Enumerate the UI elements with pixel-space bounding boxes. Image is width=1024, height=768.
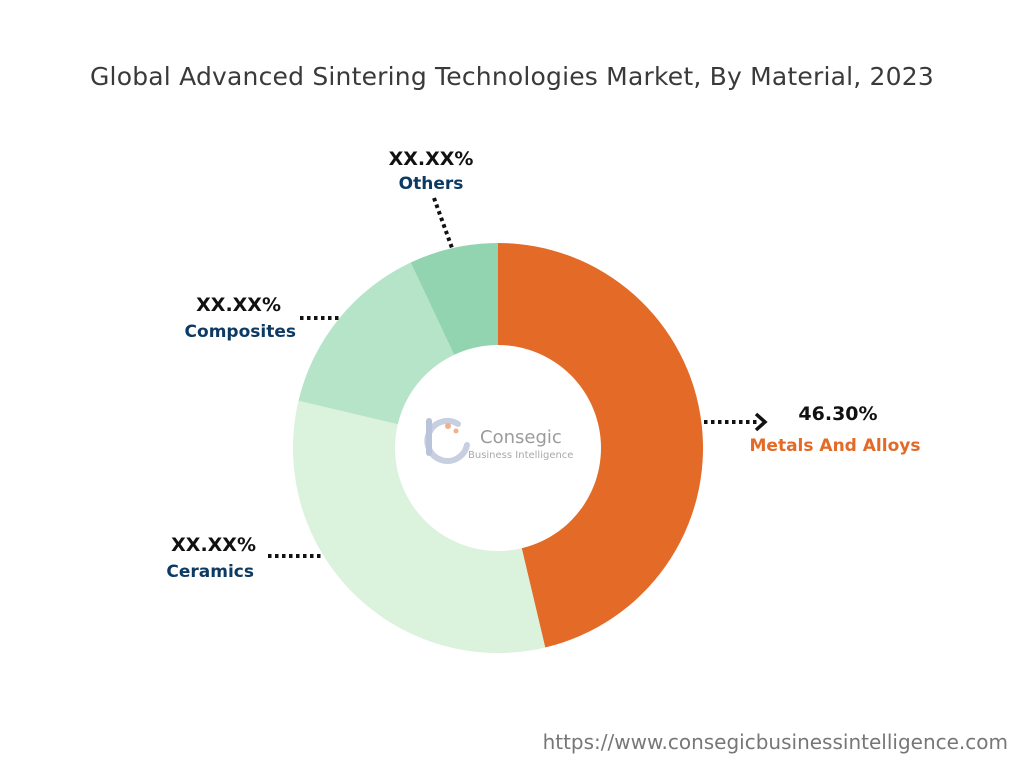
label-metals-and-alloys: 46.30% Metals And Alloys xyxy=(704,403,920,456)
slice-category-label: Composites xyxy=(185,322,296,342)
slice-value-label: 46.30% xyxy=(798,403,877,425)
slice-category-label: Ceramics xyxy=(166,562,254,582)
label-others: XX.XX% Others xyxy=(389,148,474,249)
slice-value-label: XX.XX% xyxy=(196,294,281,316)
logo-bar-icon xyxy=(426,418,432,456)
slice-category-label: Others xyxy=(399,174,464,194)
slice-value-label: XX.XX% xyxy=(171,534,256,556)
slice-value-label: XX.XX% xyxy=(389,148,474,170)
label-composites: XX.XX% Composites xyxy=(185,294,342,342)
donut-hole xyxy=(395,345,601,551)
source-url: https://www.consegicbusinessintelligence… xyxy=(542,730,1008,754)
logo-dot-icon xyxy=(453,428,459,434)
logo-dot-icon xyxy=(445,423,451,429)
chart-title: Global Advanced Sintering Technologies M… xyxy=(89,62,934,91)
leader-line xyxy=(432,197,454,249)
arrow-right-icon xyxy=(754,412,768,432)
slice-category-label: Metals And Alloys xyxy=(750,436,921,456)
label-ceramics: XX.XX% Ceramics xyxy=(166,534,322,582)
logo-tagline: Business Intelligence xyxy=(468,450,573,461)
logo-name: Consegic xyxy=(480,427,562,448)
consegic-logo: Consegic Business Intelligence xyxy=(424,417,573,464)
